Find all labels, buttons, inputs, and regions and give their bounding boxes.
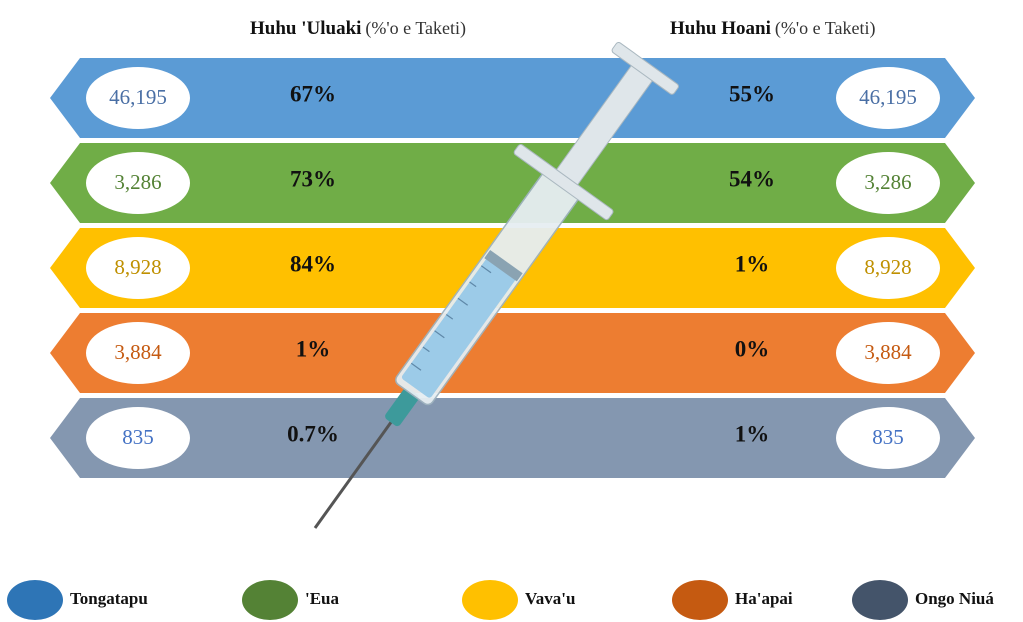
header-1-rest: (%'o e Taketi) bbox=[365, 18, 466, 39]
legend-swatch bbox=[852, 580, 908, 620]
first-dose-pct: 1% bbox=[296, 336, 331, 361]
count: 3,286 bbox=[864, 170, 911, 194]
count: 46,195 bbox=[109, 85, 167, 109]
legend-label: Ongo Niuá bbox=[915, 589, 994, 608]
header-2-rest: (%'o e Taketi) bbox=[775, 18, 876, 39]
count: 835 bbox=[872, 425, 904, 449]
first-dose-pct: 84% bbox=[290, 251, 336, 276]
second-dose-pct: 54% bbox=[729, 166, 775, 191]
first-dose-pct: 73% bbox=[290, 166, 336, 191]
legend-label: 'Eua bbox=[305, 589, 340, 608]
second-dose-pct: 1% bbox=[735, 421, 770, 446]
count: 3,286 bbox=[114, 170, 161, 194]
legend-swatch bbox=[462, 580, 518, 620]
header-2-bold: Huhu Hoani bbox=[670, 18, 771, 39]
second-dose-pct: 55% bbox=[729, 81, 775, 106]
legend-swatch bbox=[242, 580, 298, 620]
second-dose-pct: 0% bbox=[735, 336, 770, 361]
count: 3,884 bbox=[114, 340, 162, 364]
infographic: Huhu 'Uluaki(%'o e Taketi) Huhu Hoani(%'… bbox=[0, 0, 1023, 622]
legend-label: Ha'apai bbox=[735, 589, 793, 608]
legend-label: Tongatapu bbox=[70, 589, 148, 608]
legend-label: Vava'u bbox=[525, 589, 575, 608]
header-1: Huhu 'Uluaki(%'o e Taketi) bbox=[250, 18, 466, 39]
count: 3,884 bbox=[864, 340, 912, 364]
legend-swatch bbox=[7, 580, 63, 620]
header-1-bold: Huhu 'Uluaki bbox=[250, 18, 361, 39]
header-2: Huhu Hoani(%'o e Taketi) bbox=[670, 18, 875, 39]
first-dose-pct: 0.7% bbox=[287, 421, 339, 446]
second-dose-pct: 1% bbox=[735, 251, 770, 276]
legend-swatch bbox=[672, 580, 728, 620]
count: 8,928 bbox=[114, 255, 161, 279]
count: 835 bbox=[122, 425, 154, 449]
count: 8,928 bbox=[864, 255, 911, 279]
first-dose-pct: 67% bbox=[290, 81, 336, 106]
count: 46,195 bbox=[859, 85, 917, 109]
